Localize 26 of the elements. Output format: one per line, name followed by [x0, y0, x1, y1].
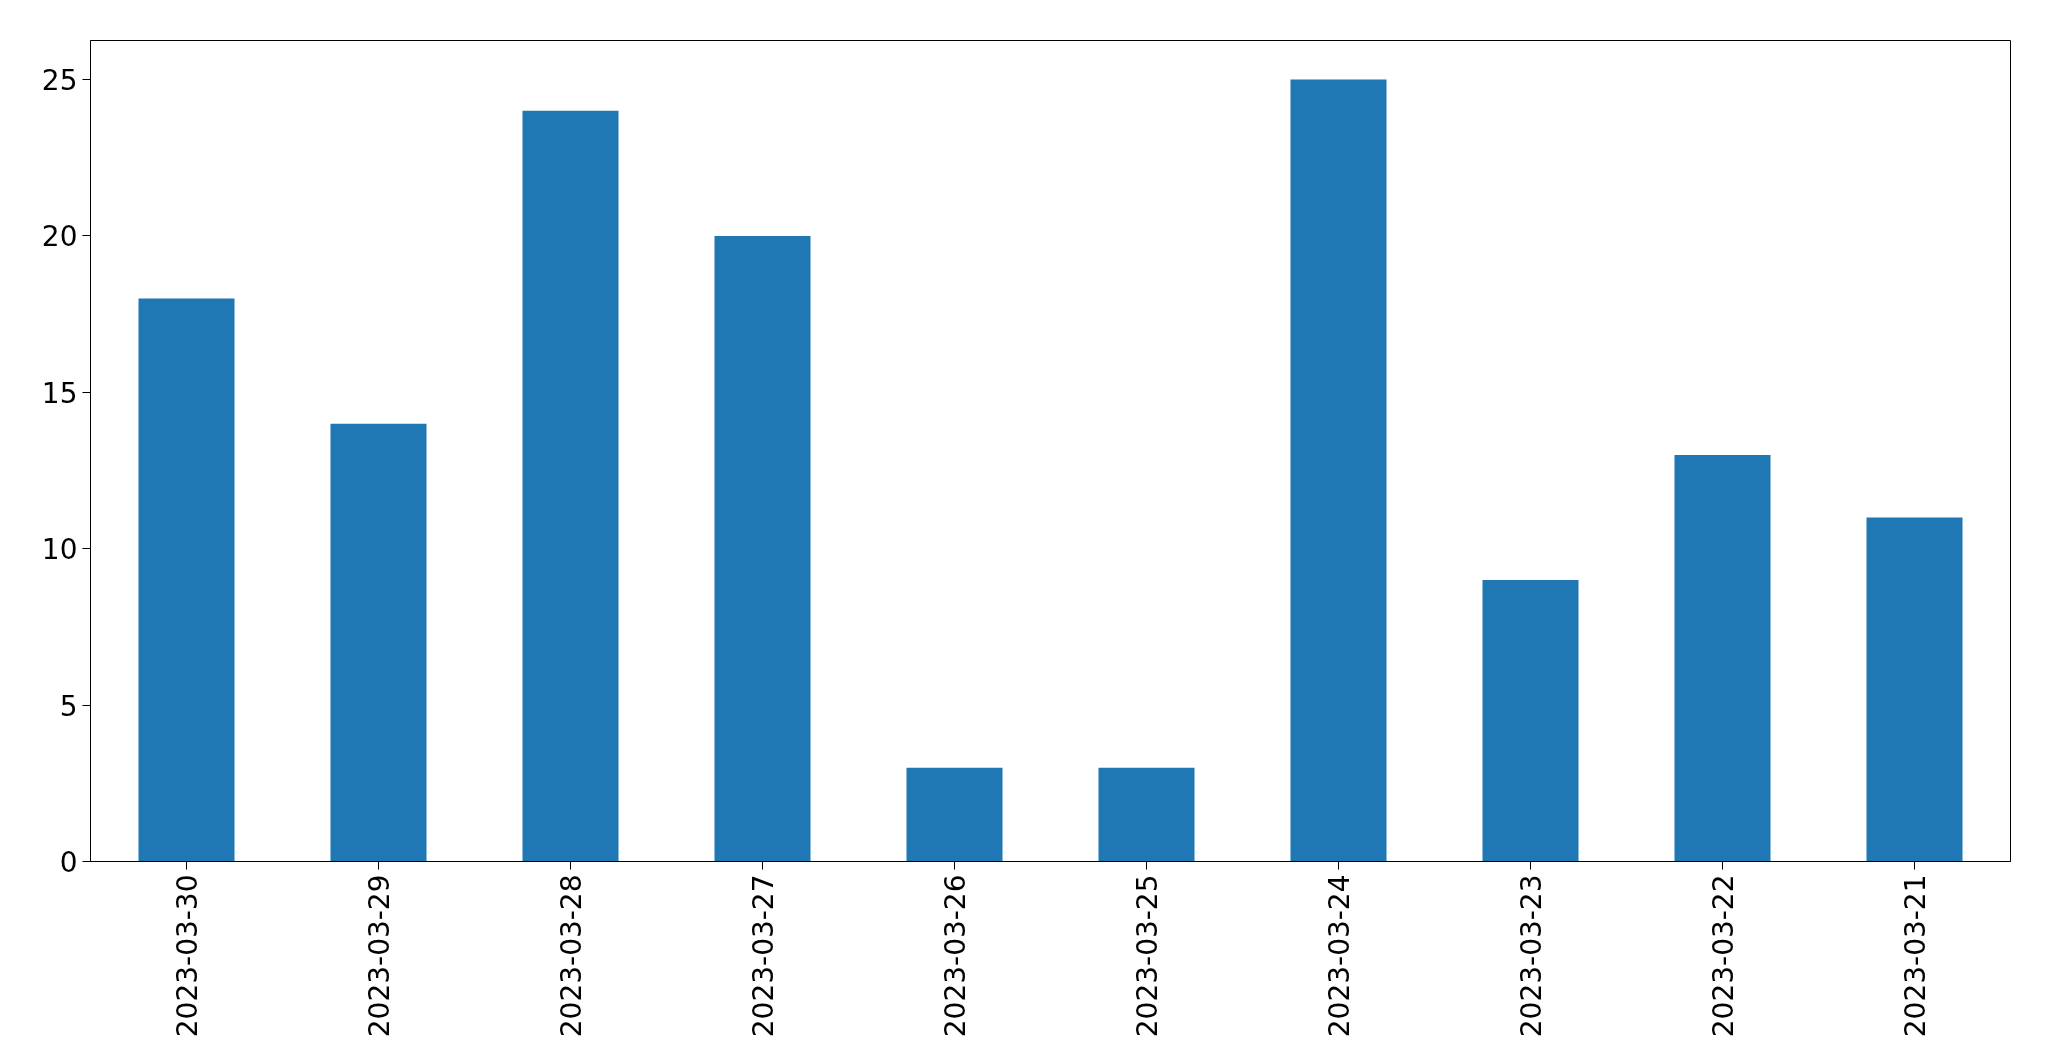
x-tick-label: 2023-03-30 — [171, 874, 204, 1038]
bar — [522, 110, 619, 862]
bar — [906, 767, 1003, 862]
x-tick-label: 2023-03-25 — [1131, 874, 1164, 1038]
y-tick-label: 25 — [41, 64, 78, 98]
y-tick-label: 5 — [59, 689, 78, 723]
y-tick-label: 20 — [41, 220, 78, 254]
bar — [714, 235, 811, 862]
x-tick-label: 2023-03-26 — [939, 874, 972, 1038]
x-tick-label: 2023-03-23 — [1515, 874, 1548, 1038]
y-tick-label: 15 — [41, 376, 78, 410]
bar — [1098, 767, 1195, 862]
bar — [1674, 454, 1771, 862]
x-tick-label: 2023-03-22 — [1707, 874, 1740, 1038]
bar — [1482, 580, 1579, 862]
x-tick-label: 2023-03-24 — [1323, 874, 1356, 1038]
y-tick-label: 0 — [59, 846, 78, 879]
y-tick-label: 10 — [41, 533, 78, 567]
x-tick-label: 2023-03-28 — [555, 874, 588, 1038]
bar — [1290, 79, 1387, 862]
bar — [330, 423, 427, 862]
x-tick-label: 2023-03-29 — [363, 874, 396, 1038]
bar — [138, 298, 235, 862]
x-tick-label: 2023-03-27 — [747, 874, 780, 1038]
x-tick-label: 2023-03-21 — [1899, 874, 1932, 1038]
bar — [1866, 517, 1963, 862]
